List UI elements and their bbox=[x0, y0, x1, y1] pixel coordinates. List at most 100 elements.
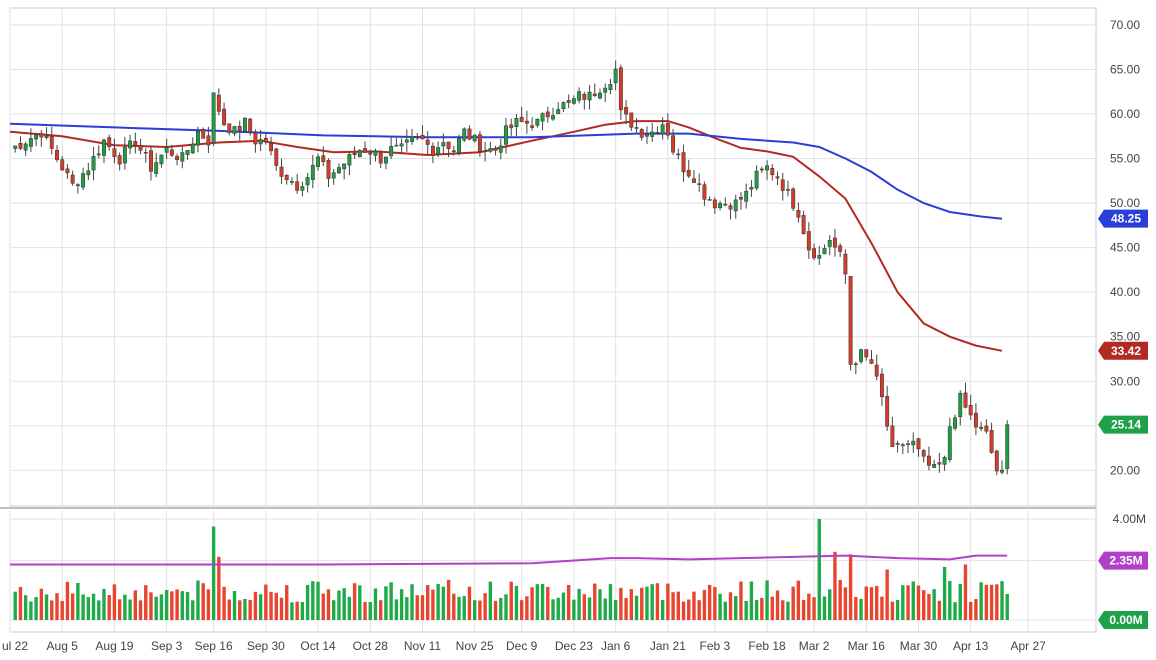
volume-bar bbox=[692, 591, 696, 620]
candle-down bbox=[206, 135, 211, 146]
candle-down bbox=[864, 349, 869, 358]
volume-bar bbox=[666, 583, 670, 620]
volume-bar bbox=[39, 588, 44, 620]
candle-down bbox=[926, 455, 931, 466]
volume-bar bbox=[478, 600, 482, 620]
time-tick-label: Mar 2 bbox=[799, 639, 830, 653]
candle-down bbox=[352, 152, 357, 155]
volume-bar bbox=[264, 584, 268, 620]
price-tick-label: 55.00 bbox=[1110, 152, 1140, 166]
candle-down bbox=[843, 253, 848, 275]
time-tick-label: Nov 11 bbox=[404, 639, 441, 653]
volume-ma-badge-label: 2.35M bbox=[1109, 554, 1142, 568]
candle-up bbox=[75, 184, 80, 187]
candle-down bbox=[838, 245, 843, 252]
price-tick-label: 30.00 bbox=[1110, 374, 1140, 388]
volume-bar bbox=[572, 599, 576, 620]
time-tick-label: Sep 30 bbox=[247, 639, 285, 653]
volume-bar bbox=[754, 600, 759, 620]
candle-up bbox=[399, 143, 404, 147]
candle-up bbox=[942, 457, 947, 465]
candle-up bbox=[23, 143, 28, 151]
candle-down bbox=[890, 425, 895, 447]
candle-down bbox=[921, 450, 926, 457]
candle-down bbox=[446, 141, 451, 149]
candle-up bbox=[958, 392, 963, 418]
volume-bar bbox=[848, 554, 853, 620]
candle-down bbox=[759, 168, 764, 171]
volume-bar bbox=[352, 583, 357, 620]
candle-down bbox=[133, 141, 138, 146]
candle-down bbox=[984, 425, 989, 432]
candle-down bbox=[493, 148, 498, 151]
candle-up bbox=[660, 124, 665, 135]
volume-bar bbox=[749, 581, 754, 620]
candle-down bbox=[739, 197, 743, 200]
candle-up bbox=[895, 443, 900, 445]
candle-up bbox=[122, 146, 127, 164]
candle-down bbox=[107, 137, 112, 148]
volume-bar bbox=[269, 591, 273, 620]
short-ma-badge-label: 33.42 bbox=[1111, 344, 1141, 358]
candle-down bbox=[237, 126, 242, 131]
volume-bar bbox=[285, 585, 289, 620]
volume-bar bbox=[410, 584, 414, 620]
candle-up bbox=[457, 138, 461, 154]
candle-down bbox=[780, 179, 785, 191]
volume-bar bbox=[984, 584, 989, 620]
candle-down bbox=[869, 359, 874, 364]
volume-bar bbox=[525, 596, 529, 620]
time-tick-label: Apr 13 bbox=[953, 639, 989, 653]
candle-up bbox=[786, 189, 790, 191]
candle-up bbox=[211, 92, 216, 144]
volume-bar bbox=[963, 564, 968, 620]
volume-bar bbox=[974, 599, 978, 620]
volume-bar bbox=[164, 590, 169, 620]
volume-bar bbox=[290, 602, 294, 620]
candle-up bbox=[754, 170, 759, 189]
candle-down bbox=[582, 93, 587, 100]
volume-zero-badge bbox=[1098, 611, 1148, 629]
volume-bar bbox=[864, 586, 868, 620]
volume-bar bbox=[462, 596, 466, 620]
volume-bar bbox=[968, 601, 973, 620]
volume-bar bbox=[598, 589, 602, 620]
candle-down bbox=[149, 150, 153, 172]
candle-up bbox=[650, 131, 655, 137]
volume-bar bbox=[316, 581, 320, 620]
volume-bar bbox=[138, 600, 143, 620]
volume-bar bbox=[60, 600, 64, 620]
moving-averages bbox=[9, 120, 1003, 352]
price-panel-frame bbox=[9, 7, 1097, 507]
candle-up bbox=[571, 98, 576, 104]
volume-bar bbox=[363, 601, 367, 620]
volume-bar bbox=[436, 583, 440, 620]
volume-bar bbox=[770, 596, 774, 620]
volume-bar bbox=[211, 526, 216, 620]
volume-bar bbox=[687, 599, 691, 620]
candlesticks bbox=[13, 60, 1010, 476]
candle-down bbox=[222, 108, 227, 126]
volume-bar bbox=[227, 599, 231, 620]
time-tick-label: Mar 16 bbox=[848, 639, 886, 653]
volume-bar bbox=[154, 596, 158, 620]
candle-up bbox=[300, 186, 305, 191]
candle-up bbox=[310, 164, 315, 180]
volume-bar bbox=[389, 582, 393, 620]
candle-down bbox=[665, 122, 670, 136]
volume-bar bbox=[880, 596, 884, 620]
candle-up bbox=[258, 139, 263, 145]
volume-bar bbox=[608, 584, 613, 620]
candle-up bbox=[947, 426, 952, 460]
candle-down bbox=[775, 176, 780, 179]
candle-up bbox=[577, 91, 582, 101]
volume-bar bbox=[817, 519, 821, 620]
candle-down bbox=[483, 150, 488, 153]
volume-bar bbox=[420, 595, 425, 620]
volume-bar bbox=[358, 585, 362, 620]
candle-up bbox=[190, 143, 195, 154]
price-tick-label: 35.00 bbox=[1110, 330, 1140, 344]
candle-down bbox=[885, 396, 890, 427]
candle-up bbox=[164, 147, 169, 153]
